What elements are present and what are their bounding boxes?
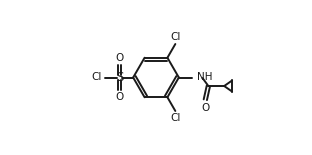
Text: O: O (201, 103, 209, 113)
Text: Cl: Cl (91, 73, 101, 82)
Text: O: O (115, 92, 124, 102)
Text: NH: NH (197, 73, 212, 82)
Text: Cl: Cl (170, 32, 181, 42)
Text: O: O (115, 53, 124, 63)
Text: S: S (116, 71, 123, 84)
Text: Cl: Cl (170, 113, 181, 123)
